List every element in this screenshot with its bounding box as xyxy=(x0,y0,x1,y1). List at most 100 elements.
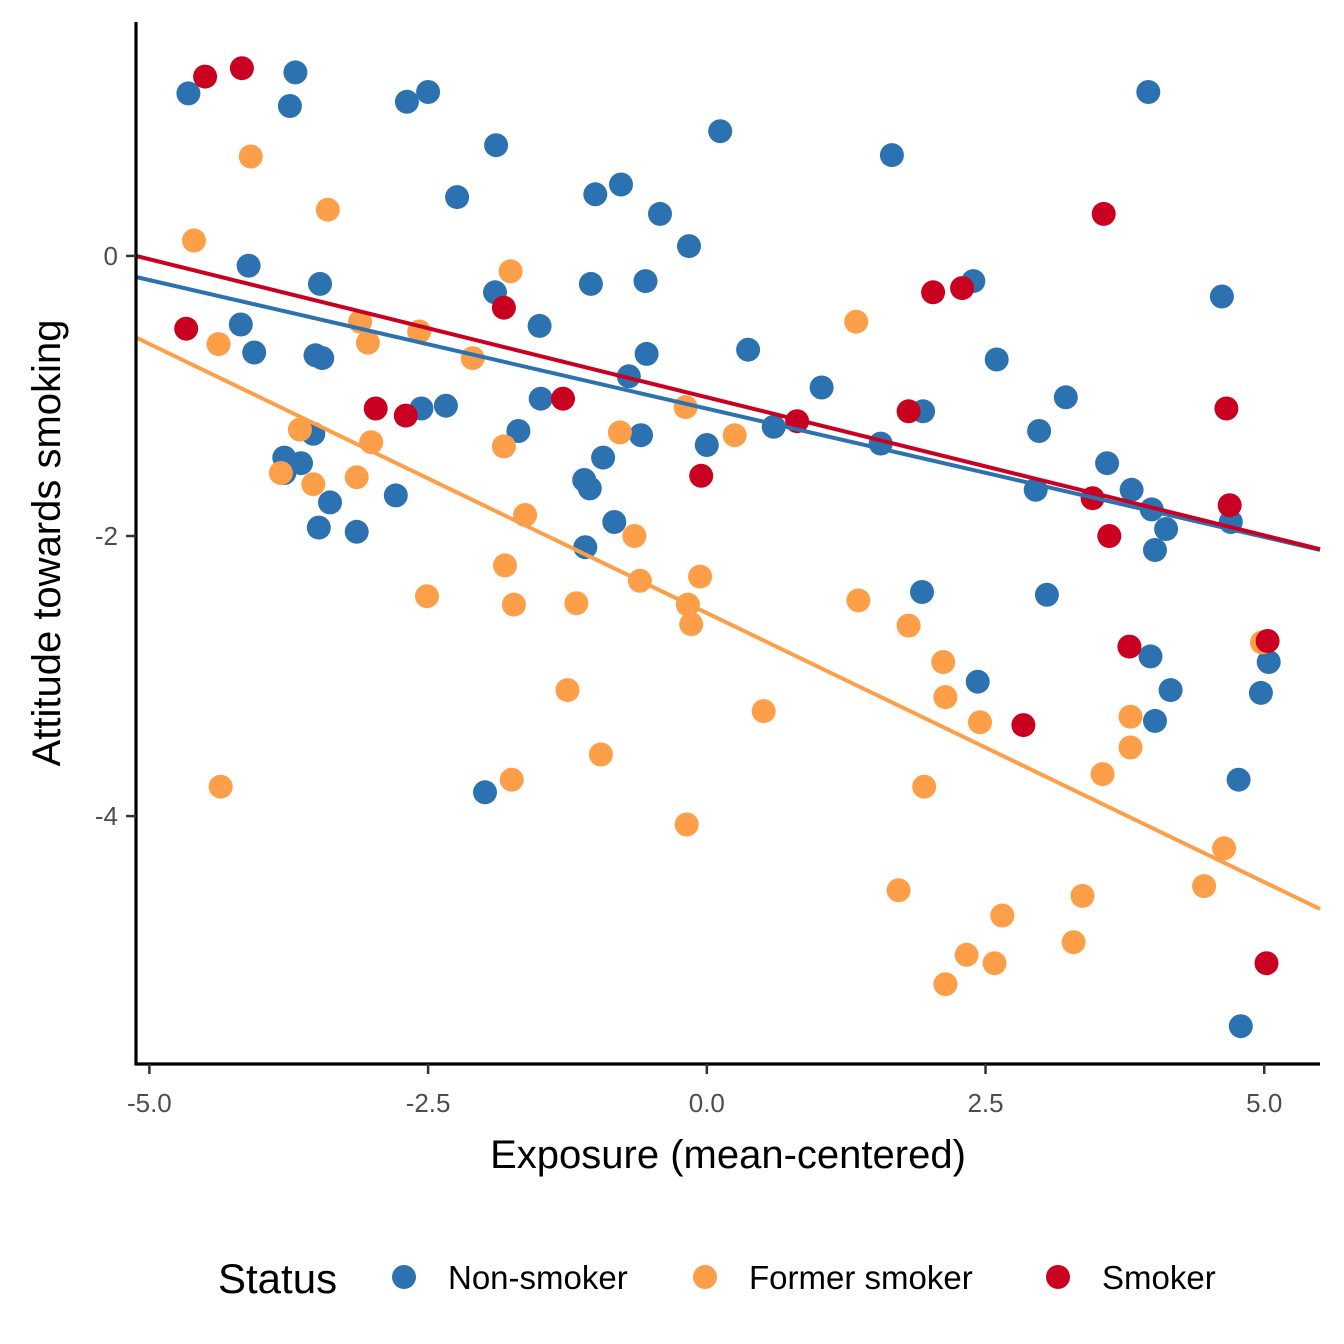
point-former-smoker xyxy=(498,259,523,284)
point-non-smoker xyxy=(283,60,308,85)
point-former-smoker xyxy=(1118,704,1143,729)
point-non-smoker xyxy=(383,483,408,508)
point-non-smoker xyxy=(1034,582,1059,607)
legend-label-former-smoker: Former smoker xyxy=(749,1259,973,1296)
point-non-smoker xyxy=(310,346,335,371)
point-non-smoker xyxy=(473,780,497,805)
point-non-smoker xyxy=(306,515,331,540)
point-non-smoker xyxy=(708,119,733,144)
x-tick-label: 5.0 xyxy=(1246,1088,1282,1118)
point-former-smoker xyxy=(846,588,871,613)
point-non-smoker xyxy=(528,386,553,411)
point-non-smoker xyxy=(236,253,261,278)
x-tick-label: -5.0 xyxy=(127,1088,172,1118)
point-former-smoker xyxy=(499,767,524,792)
point-former-smoker xyxy=(208,774,233,799)
x-tick-label: 2.5 xyxy=(967,1088,1003,1118)
point-former-smoker xyxy=(1061,930,1086,955)
point-non-smoker xyxy=(694,433,719,457)
point-former-smoker xyxy=(931,650,956,674)
y-tick-label: -2 xyxy=(95,521,118,551)
point-non-smoker xyxy=(1143,708,1167,733)
y-axis-title: Attitude towards smoking xyxy=(25,320,69,767)
point-non-smoker xyxy=(629,423,653,448)
point-non-smoker xyxy=(242,340,267,365)
point-smoker xyxy=(363,396,388,421)
point-smoker xyxy=(1011,713,1036,738)
point-non-smoker xyxy=(648,201,672,226)
point-former-smoker xyxy=(238,144,263,169)
point-non-smoker xyxy=(176,81,201,106)
data-points xyxy=(135,56,1321,1039)
point-former-smoker xyxy=(287,417,312,442)
point-non-smoker xyxy=(1053,385,1078,410)
point-former-smoker xyxy=(1070,883,1095,908)
point-non-smoker xyxy=(1154,517,1179,541)
point-non-smoker xyxy=(602,510,627,534)
point-smoker xyxy=(1217,493,1242,518)
series-former-smoker xyxy=(182,144,1274,997)
point-former-smoker xyxy=(564,591,589,616)
point-smoker xyxy=(896,399,921,424)
point-non-smoker xyxy=(506,419,531,443)
point-former-smoker xyxy=(844,309,869,334)
point-former-smoker xyxy=(674,812,699,837)
point-non-smoker xyxy=(228,312,253,337)
point-former-smoker xyxy=(355,330,380,355)
point-smoker xyxy=(174,316,199,341)
legend-label-smoker: Smoker xyxy=(1102,1259,1216,1296)
point-non-smoker xyxy=(433,393,458,418)
point-former-smoker xyxy=(688,564,713,589)
point-smoker xyxy=(1117,634,1142,659)
point-non-smoker xyxy=(484,133,509,158)
point-non-smoker xyxy=(527,313,552,338)
point-non-smoker xyxy=(577,476,602,501)
legend-key-former-smoker xyxy=(693,1265,717,1289)
point-former-smoker xyxy=(315,197,340,222)
series-non-smoker xyxy=(176,60,1281,1039)
point-non-smoker xyxy=(277,94,302,118)
point-smoker xyxy=(393,403,418,428)
y-tick-label: -4 xyxy=(95,801,118,831)
point-former-smoker xyxy=(555,678,580,703)
point-former-smoker xyxy=(954,942,979,967)
point-non-smoker xyxy=(394,89,419,114)
point-former-smoker xyxy=(501,592,526,617)
x-tick-label: -2.5 xyxy=(406,1088,451,1118)
point-former-smoker xyxy=(722,423,747,448)
legend-title: Status xyxy=(218,1255,337,1302)
point-non-smoker xyxy=(633,269,658,294)
axes xyxy=(134,22,1320,1066)
point-non-smoker xyxy=(609,172,633,197)
point-smoker xyxy=(551,386,575,411)
point-former-smoker xyxy=(206,332,231,357)
point-smoker xyxy=(1097,524,1122,548)
legend-label-non-smoker: Non-smoker xyxy=(448,1259,628,1296)
point-former-smoker xyxy=(886,878,911,903)
point-non-smoker xyxy=(308,271,332,296)
point-smoker xyxy=(921,280,946,305)
point-former-smoker xyxy=(912,774,937,799)
point-former-smoker xyxy=(182,228,206,253)
point-non-smoker xyxy=(1209,284,1234,309)
point-non-smoker xyxy=(809,375,834,400)
point-smoker xyxy=(1254,951,1279,976)
point-former-smoker xyxy=(990,903,1015,928)
point-non-smoker xyxy=(965,669,990,694)
x-axis-title: Exposure (mean-centered) xyxy=(490,1133,966,1177)
point-non-smoker xyxy=(1248,680,1273,705)
point-non-smoker xyxy=(1158,678,1183,703)
point-non-smoker xyxy=(1119,477,1144,502)
fit-line-smoker xyxy=(135,253,1321,552)
point-non-smoker xyxy=(1256,650,1281,674)
x-tick-label: 0.0 xyxy=(689,1088,725,1118)
point-smoker xyxy=(1255,629,1280,653)
point-former-smoker xyxy=(491,434,516,459)
point-smoker xyxy=(1091,201,1116,226)
point-former-smoker xyxy=(968,710,992,735)
point-former-smoker xyxy=(1118,735,1143,760)
legend-key-smoker xyxy=(1046,1265,1070,1289)
point-former-smoker xyxy=(493,553,517,578)
point-former-smoker xyxy=(933,685,958,710)
